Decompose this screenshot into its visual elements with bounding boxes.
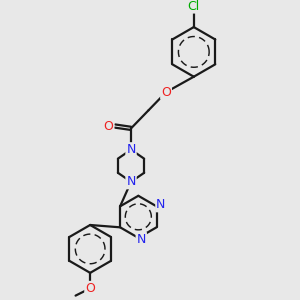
Text: Cl: Cl [188, 0, 200, 13]
Text: N: N [136, 233, 146, 246]
Text: O: O [85, 282, 95, 295]
Text: N: N [126, 175, 136, 188]
Text: O: O [103, 119, 113, 133]
Text: N: N [126, 143, 136, 156]
Text: O: O [161, 86, 171, 99]
Text: N: N [156, 198, 166, 211]
